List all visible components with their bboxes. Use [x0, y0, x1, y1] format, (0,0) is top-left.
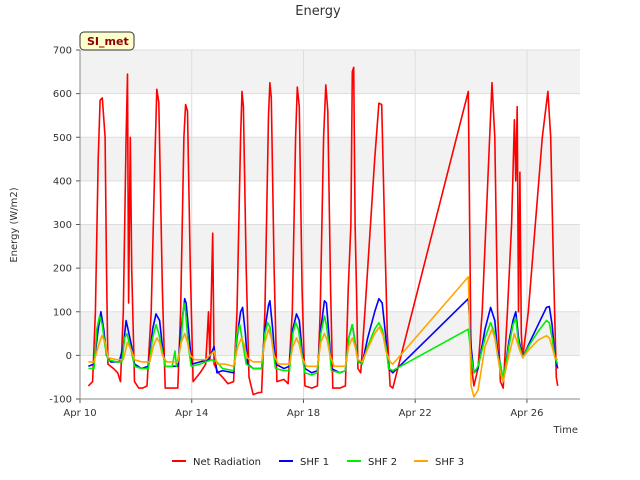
- x-tick-label: Apr 10: [63, 408, 96, 419]
- series-line-net-radiation: [87, 66, 559, 396]
- y-tick-label: 300: [53, 220, 72, 231]
- series-line-shf-3: [88, 276, 559, 398]
- y-tick-label: 400: [53, 176, 72, 187]
- legend-label-shf-2: SHF 2: [368, 457, 397, 468]
- y-axis-title: Energy (W/m2): [9, 187, 20, 262]
- site-badge: SI_met: [79, 31, 135, 51]
- site-badge-box: [79, 31, 135, 51]
- y-tick-label: 0: [66, 351, 72, 362]
- series-line-shf-1: [88, 297, 559, 383]
- x-tick-label: Apr 18: [287, 408, 320, 419]
- y-tick-label: 200: [53, 264, 72, 275]
- legend-label-net-radiation: Net Radiation: [193, 457, 261, 468]
- legend-label-shf-1: SHF 1: [300, 457, 329, 468]
- x-axis-title: Time: [553, 425, 578, 436]
- site-badge-label: SI_met: [87, 35, 129, 48]
- y-tick-label: 600: [53, 89, 72, 100]
- x-tick-label: Apr 26: [510, 408, 543, 419]
- y-tick-label: 700: [53, 46, 72, 57]
- legend-label-shf-3: SHF 3: [435, 457, 464, 468]
- axes: -100 0 100 200 300 400 500 600 700 Apr 10 Apr 14 Ap…: [49, 46, 580, 419]
- series-line-shf-2: [88, 302, 559, 381]
- legend: Net Radiation SHF 1 SHF 2 SHF 3: [172, 457, 464, 468]
- grid-band: [80, 50, 580, 94]
- x-tick-label: Apr 14: [175, 408, 208, 419]
- series-group: [87, 66, 559, 398]
- x-tick-label: Apr 22: [399, 408, 432, 419]
- grid-band: [80, 137, 580, 181]
- y-tick-label: 100: [53, 307, 72, 318]
- y-tick-label: 500: [53, 133, 72, 144]
- y-tick-label: -100: [49, 395, 72, 406]
- chart-title: Energy: [295, 4, 341, 19]
